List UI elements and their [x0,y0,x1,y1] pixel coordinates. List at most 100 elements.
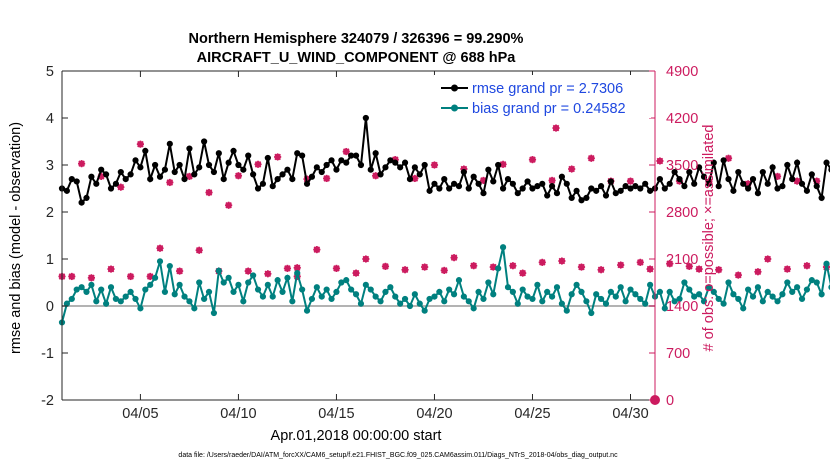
bias-series-point [607,288,614,295]
rmse-series-point [264,154,271,162]
rmse-series-point [210,168,218,176]
chart-title-line1: Northern Hemisphere 324079 / 326396 = 99… [189,31,524,47]
bias-series-point [73,286,80,293]
rmse-series-point [548,183,556,190]
bias-series-point [568,291,575,298]
rmse-series-point [455,183,463,190]
bias-series-point [230,288,237,295]
rmse-series-point [656,176,664,183]
bias-series-point [426,295,433,303]
rmse-series-point [465,185,472,192]
rmse-series-point [485,166,492,173]
x-tick-label: 04/25 [514,406,550,422]
rmse-series-point [446,185,453,192]
rmse-series-point [387,157,394,164]
rmse-series-point [754,190,762,197]
bias-series-point [196,279,203,286]
obs-assimilated-marker [323,174,331,183]
bias-series-point [661,305,668,312]
bias-series-point [166,262,173,270]
rmse-series-point [171,168,178,176]
rmse-series-point [671,168,678,176]
rmse-series-point [166,140,173,147]
rmse-series-point [250,171,257,178]
rmse-series-point [691,180,698,187]
rmse-series-point [607,178,614,185]
bias-series-point [681,279,688,286]
rmse-series-point [191,171,198,178]
rmse-series-point [156,173,164,180]
rmse-series-point [745,185,752,192]
obs-assimilated-marker [166,178,174,187]
bias-series-point [156,258,164,265]
obs-assimilated-marker [234,172,243,180]
rmse-series-point [700,173,708,180]
obs-assimilated-marker [283,264,292,272]
rmse-series-point [132,157,139,164]
left-tick-label: 2 [46,205,54,221]
obs-assimilated-marker [430,161,439,169]
bias-series-point [749,293,757,300]
rmse-series-point [769,164,776,171]
rmse-series-point [259,180,267,187]
obs-assimilated-marker [666,260,674,268]
bias-series-point [455,277,463,284]
bias-series-point [152,274,159,281]
bias-series-point [88,281,95,288]
legend-rmse-label: rmse grand pr = 2.7306 [472,81,623,97]
rmse-series-point [186,145,193,152]
rmse-series-point [274,176,281,183]
obs-assimilated-marker [715,266,723,274]
obs-assimilated-marker [381,262,390,270]
bias-series-point [671,298,678,305]
bias-series-point [264,281,271,288]
bias-series-point [544,288,551,295]
obs-assimilated-marker [78,160,86,168]
bias-series-point [813,279,820,286]
rmse-series-point [397,164,404,171]
bias-series-point [147,281,154,288]
rmse-series-point [328,157,335,164]
obs-assimilated-marker [205,188,213,197]
bias-series-point [475,288,482,295]
obs-assimilated-marker [617,261,625,269]
rmse-series-point [740,180,747,187]
right-tick-label: 4900 [666,64,698,80]
bias-series-point [593,291,600,298]
bias-series-point [411,291,418,298]
legend-box [434,75,651,118]
rmse-series-point [284,166,291,173]
rmse-series-point [235,161,242,169]
bias-series-point [274,277,281,284]
bias-series-point [588,309,595,317]
rmse-series-point [436,185,443,192]
bias-series-point [573,281,580,288]
rmse-series-point [553,190,561,197]
obs-assimilated-marker [803,262,811,270]
left-tick-label: 3 [46,158,54,174]
rmse-series-point [240,166,247,173]
obs-assimilated-marker [225,201,233,209]
right-tick-label: 0 [666,393,674,409]
obs-assimilated-marker [450,254,458,262]
rmse-series-point [661,185,668,192]
left-tick-label: 1 [46,252,54,268]
x-axis-label: Apr.01,2018 00:00:00 start [271,428,442,444]
bias-series-point [583,298,590,305]
rmse-series-point [524,178,531,185]
bias-series-point [186,298,193,305]
obs-assimilated-marker [342,147,350,156]
bias-series-point [700,298,708,305]
bias-series-point [245,279,252,286]
bias-series-point [646,281,654,288]
rmse-series-point [735,168,742,176]
obs-assimilated-marker [185,172,194,181]
obs-assimilated-marker [656,157,664,165]
bias-series-point [372,293,379,300]
bias-series-point [769,293,776,300]
bias-series-point [259,293,267,300]
right-tick-label: 2800 [666,205,698,221]
bias-series-point [313,284,320,291]
obs-assimilated-marker [87,274,96,282]
right-tick-label: 1400 [666,299,698,315]
